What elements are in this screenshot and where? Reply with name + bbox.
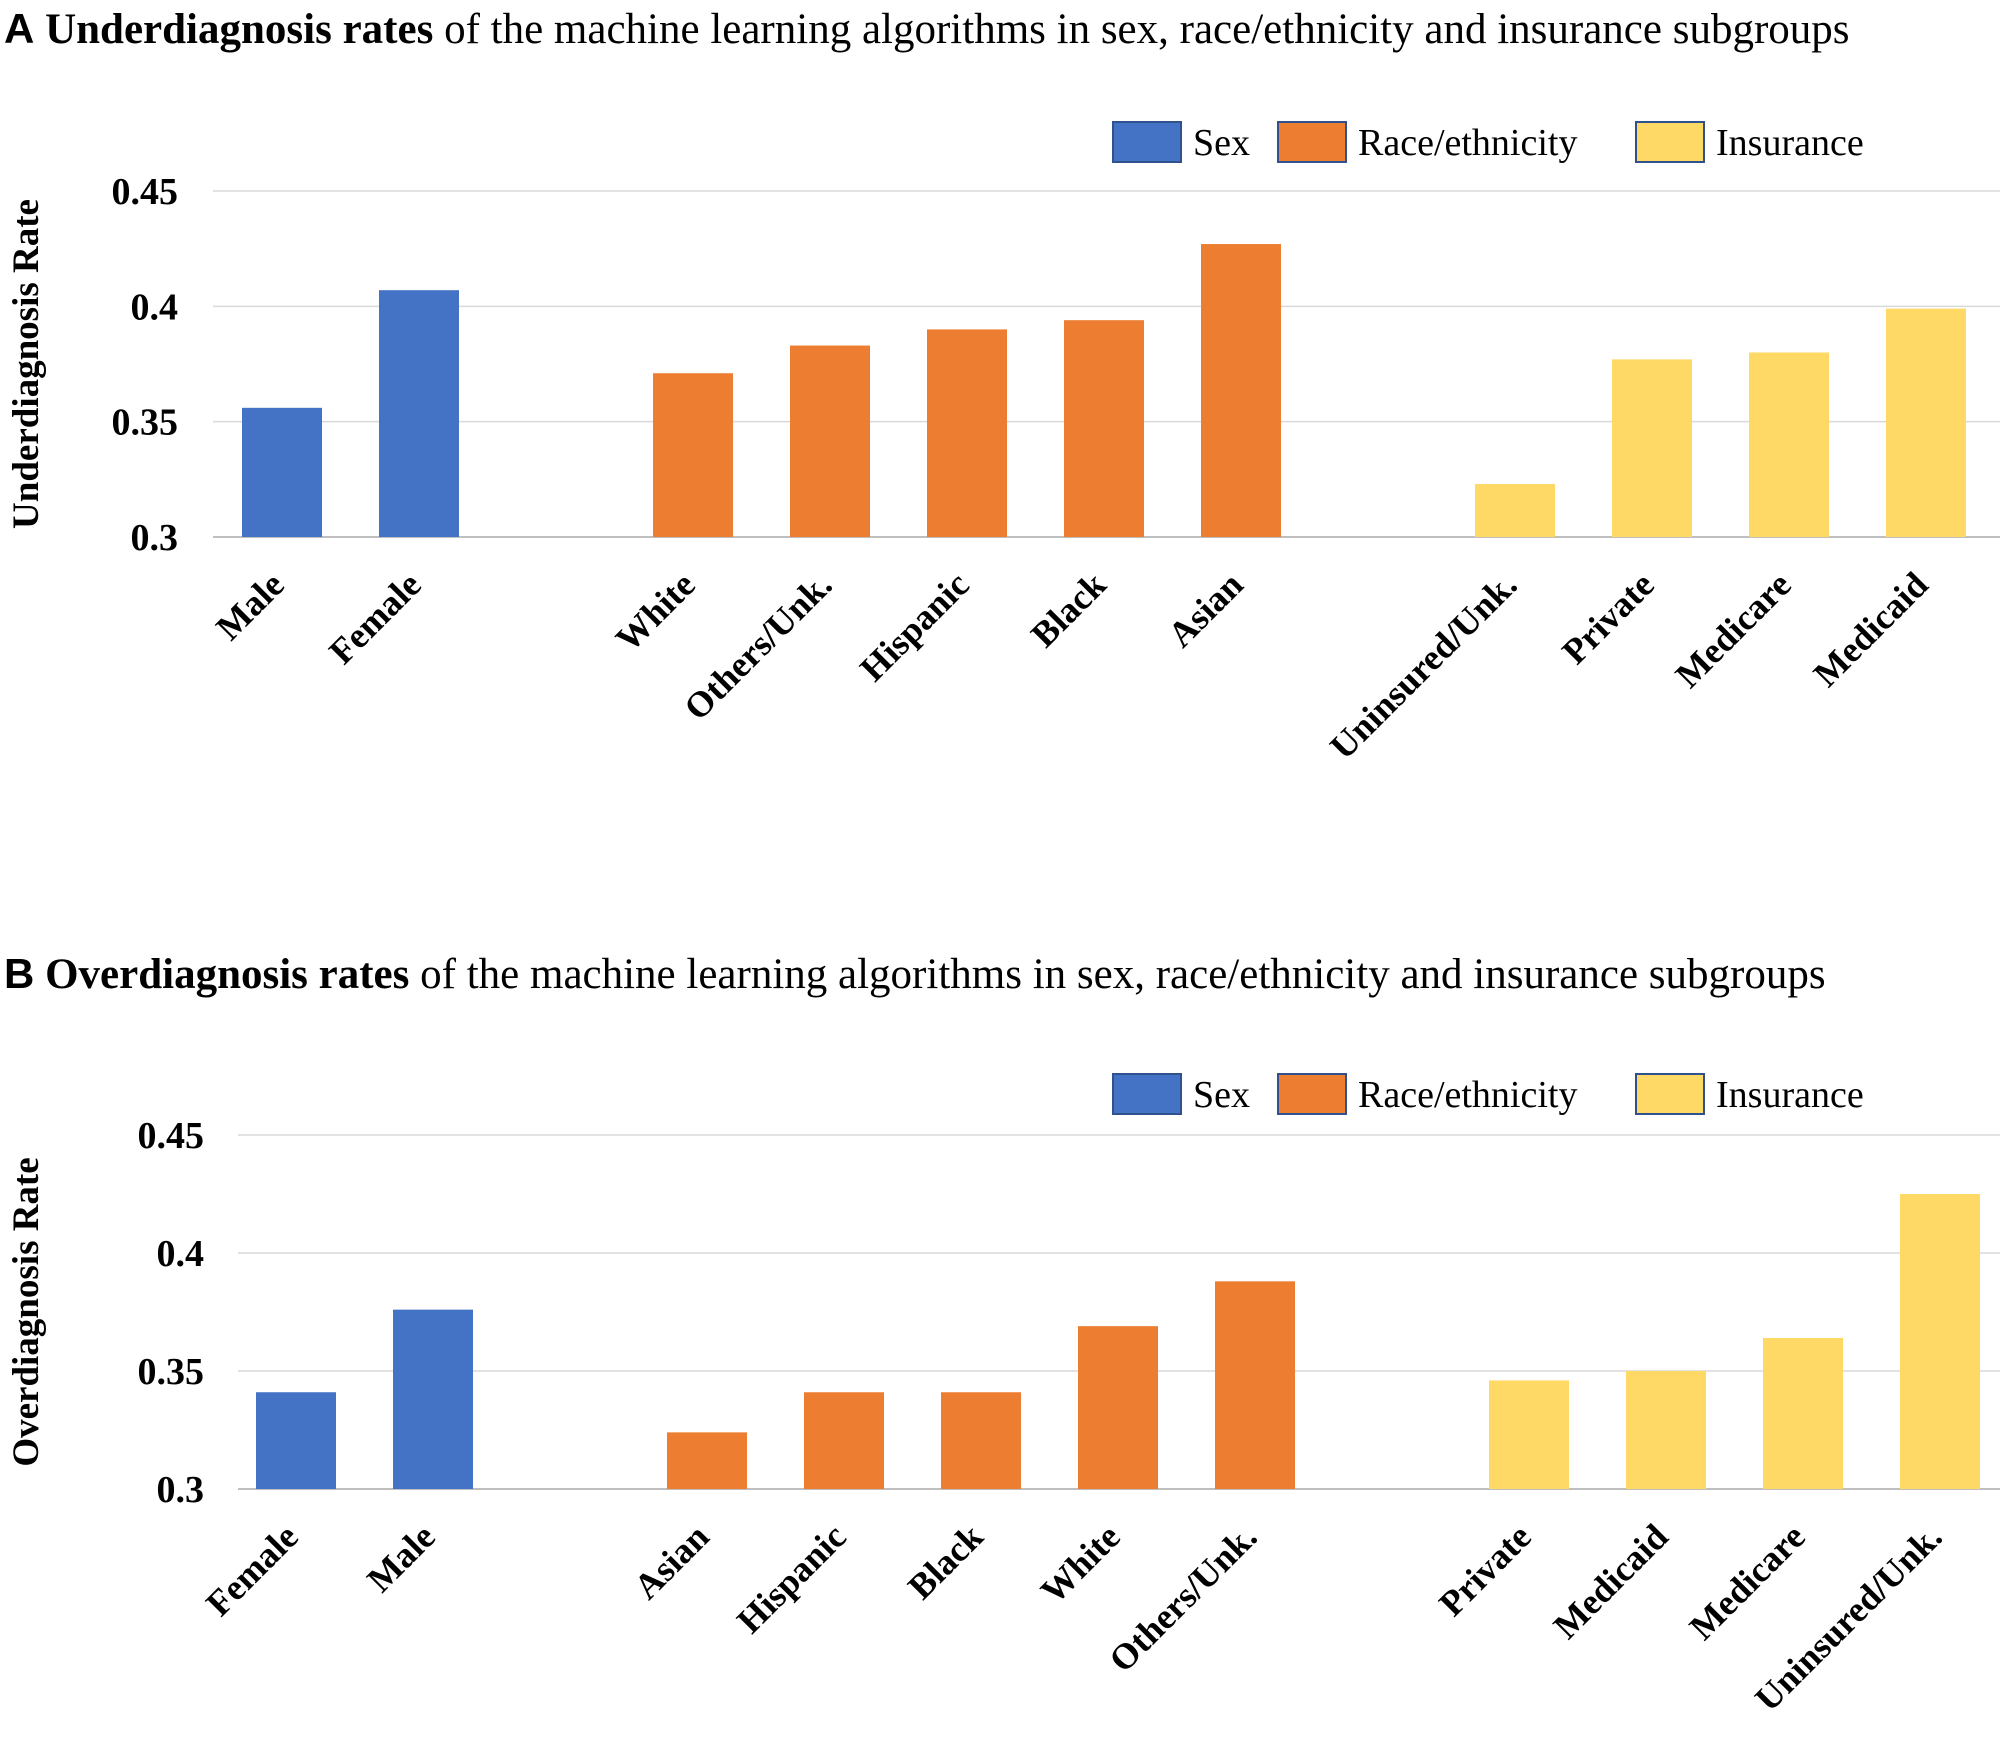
x-tick-label: Black <box>900 1516 991 1607</box>
y-tick-label: 0.35 <box>112 402 179 444</box>
bar <box>1763 1337 1843 1489</box>
x-tick-label: Others/Unk. <box>1101 1516 1264 1679</box>
bar <box>653 373 733 537</box>
y-axis-title: Underdiagnosis Rate <box>6 199 47 529</box>
bar <box>1626 1371 1706 1489</box>
x-tick-label: Private <box>1431 1516 1538 1623</box>
panel-b-title: B Overdiagnosis rates of the machine lea… <box>4 945 1994 1004</box>
y-tick-label: 0.45 <box>112 171 179 213</box>
bar <box>393 1309 473 1489</box>
legend-swatch <box>1635 1073 1705 1115</box>
legend-label: Insurance <box>1716 1074 1864 1116</box>
panel-a-title: A Underdiagnosis rates of the machine le… <box>4 0 1994 59</box>
bar <box>256 1392 336 1489</box>
bar <box>1475 483 1555 537</box>
bar <box>927 329 1007 537</box>
panel-b-title-bold: Overdiagnosis rates <box>45 951 410 998</box>
panel-b-letter: B <box>4 950 35 997</box>
legend-swatch <box>1277 121 1347 163</box>
bar <box>804 1392 884 1489</box>
x-tick-label: Asian <box>626 1516 717 1607</box>
legend-label: Sex <box>1193 122 1250 164</box>
bar <box>1064 320 1144 537</box>
bar <box>1201 244 1281 537</box>
x-tick-label: Medicaid <box>1546 1516 1676 1646</box>
legend-swatch <box>1277 1073 1347 1115</box>
bar <box>667 1432 747 1489</box>
bar <box>242 407 322 537</box>
legend-label: Race/ethnicity <box>1358 122 1577 164</box>
panel-a-title-rest: of the machine learning algorithms in se… <box>433 6 1850 53</box>
bar <box>1749 352 1829 537</box>
y-tick-label: 0.3 <box>131 517 179 559</box>
legend-label: Sex <box>1193 1074 1250 1116</box>
x-tick-label: Female <box>198 1516 305 1623</box>
bar <box>1900 1194 1980 1489</box>
panel-b-title-rest: of the machine learning algorithms in se… <box>409 951 1826 998</box>
legend-label: Insurance <box>1716 122 1864 164</box>
y-tick-label: 0.3 <box>157 1469 205 1511</box>
bar <box>941 1392 1021 1489</box>
x-tick-label: White <box>1033 1516 1128 1611</box>
y-axis-title: Overdiagnosis Rate <box>6 1157 47 1466</box>
bar <box>1489 1380 1569 1489</box>
legend-swatch <box>1112 1073 1182 1115</box>
legend-label: Race/ethnicity <box>1358 1074 1577 1116</box>
x-tick-label: Male <box>359 1516 442 1599</box>
bar <box>1612 359 1692 537</box>
legend-swatch <box>1635 121 1705 163</box>
panel-a-letter: A <box>4 5 35 52</box>
y-tick-label: 0.35 <box>138 1351 205 1393</box>
y-tick-label: 0.4 <box>131 286 179 328</box>
x-tick-label: Medicare <box>1682 1516 1813 1647</box>
bar <box>379 290 459 537</box>
y-tick-label: 0.4 <box>157 1233 205 1275</box>
x-tick-label: Hispanic <box>729 1516 853 1640</box>
bar <box>1886 308 1966 537</box>
legend-swatch <box>1112 121 1182 163</box>
bar <box>1078 1326 1158 1489</box>
bar <box>790 345 870 537</box>
panel-a-title-bold: Underdiagnosis rates <box>45 6 434 53</box>
bar <box>1215 1281 1295 1489</box>
y-tick-label: 0.45 <box>138 1115 205 1157</box>
